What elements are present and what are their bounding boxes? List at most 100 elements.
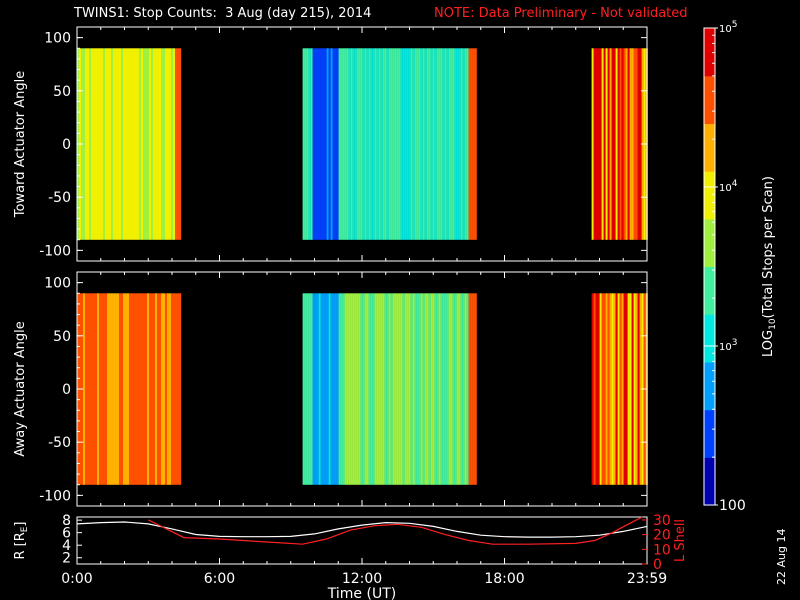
heatmap-column [340, 293, 343, 485]
heatmap-column [117, 293, 120, 485]
heatmap-column [394, 293, 397, 485]
heatmap-column [348, 48, 351, 240]
heatmap-column [450, 48, 453, 240]
heatmap-column [609, 293, 612, 485]
heatmap-column [466, 48, 469, 240]
heatmap-column [464, 48, 467, 240]
heatmap-column [420, 293, 423, 485]
heatmap-column [125, 293, 128, 485]
colorbar-step [704, 234, 715, 240]
x-tick-label: 6:00 [204, 571, 235, 587]
heatmap-column [404, 293, 407, 485]
colorbar-step [704, 59, 715, 65]
heatmap-column [125, 48, 128, 240]
heatmap-column [354, 293, 357, 485]
colorbar-step [704, 175, 715, 180]
colorbar-step [704, 230, 715, 236]
heatmap-column [611, 293, 614, 485]
heatmap-column [376, 48, 379, 240]
orbit-right-label: L Shell [673, 519, 688, 562]
heatmap-column [101, 48, 104, 240]
colorbar-step [704, 417, 715, 423]
heatmap-column [95, 293, 98, 485]
y-axis-label: Toward Actuator Angle [13, 71, 28, 218]
colorbar-tick-label: 100 [719, 498, 746, 514]
heatmap-column [165, 48, 168, 240]
heatmap-column [318, 48, 321, 240]
heatmap-column [396, 48, 399, 240]
colorbar-step [704, 489, 715, 494]
heatmap-column [470, 48, 473, 240]
heatmap-column [607, 293, 610, 485]
heatmap-column [448, 293, 451, 485]
heatmap-column [456, 293, 459, 485]
heatmap-column [161, 48, 164, 240]
colorbar-step [704, 147, 715, 152]
heatmap-column [446, 293, 449, 485]
heatmap-column [364, 48, 367, 240]
heatmap-column [312, 293, 315, 485]
heatmap-column [629, 48, 632, 240]
heatmap-column [428, 293, 431, 485]
colorbar-step [704, 389, 715, 395]
heatmap-column [595, 293, 598, 485]
heatmap-column [89, 48, 92, 240]
colorbar-step [704, 461, 715, 466]
heatmap-column [314, 48, 317, 240]
heatmap-segment [302, 48, 477, 240]
heatmap-column [412, 48, 415, 240]
colorbar-step [704, 338, 715, 343]
colorbar-step [704, 55, 715, 61]
heatmap-column [163, 48, 166, 240]
heatmap-column [111, 48, 114, 240]
colorbar-step [704, 465, 715, 470]
colorbar-tick-base: 10 [719, 24, 732, 35]
heatmap-column [346, 48, 349, 240]
colorbar-step [704, 501, 715, 506]
heatmap-column [412, 293, 415, 485]
colorbar-step [704, 202, 715, 208]
colorbar-step [704, 238, 715, 244]
heatmap-column [177, 48, 180, 240]
heatmap-segment [77, 48, 182, 240]
heatmap-column [410, 293, 413, 485]
heatmap-column [446, 48, 449, 240]
heatmap-column [378, 293, 381, 485]
x-tick-label: 18:00 [484, 571, 524, 587]
colorbar-step [704, 290, 715, 295]
heatmap-column [306, 293, 309, 485]
heatmap-column [326, 293, 329, 485]
heatmap-column [344, 293, 347, 485]
heatmap-column [151, 48, 154, 240]
heatmap-column [452, 48, 455, 240]
heatmap-column [384, 48, 387, 240]
heatmap-column [167, 48, 170, 240]
heatmap-column [99, 48, 102, 240]
heatmap-column [141, 48, 144, 240]
colorbar-step [704, 377, 715, 383]
heatmap-column [472, 293, 475, 485]
heatmap-column [109, 48, 112, 240]
heatmap-column [145, 48, 148, 240]
heatmap-column [358, 48, 361, 240]
heatmap-column [344, 48, 347, 240]
heatmap-column [338, 48, 341, 240]
colorbar-tick-exp: 5 [732, 20, 738, 30]
radius-line [76, 521, 648, 538]
heatmap-column [366, 48, 369, 240]
heatmap-column [432, 48, 435, 240]
heatmap-column [402, 293, 405, 485]
colorbar-step [704, 405, 715, 411]
y-tick-label: -50 [48, 190, 71, 206]
heatmap-column [374, 48, 377, 240]
heatmap-column [123, 48, 126, 240]
heatmap-column [633, 293, 636, 485]
heatmap-column [414, 293, 417, 485]
heatmap-column [310, 48, 313, 240]
heatmap-column [318, 293, 321, 485]
heatmap-column [408, 293, 411, 485]
heatmap-column [129, 48, 132, 240]
heatmap-column [464, 293, 467, 485]
colorbar-step [704, 318, 715, 323]
